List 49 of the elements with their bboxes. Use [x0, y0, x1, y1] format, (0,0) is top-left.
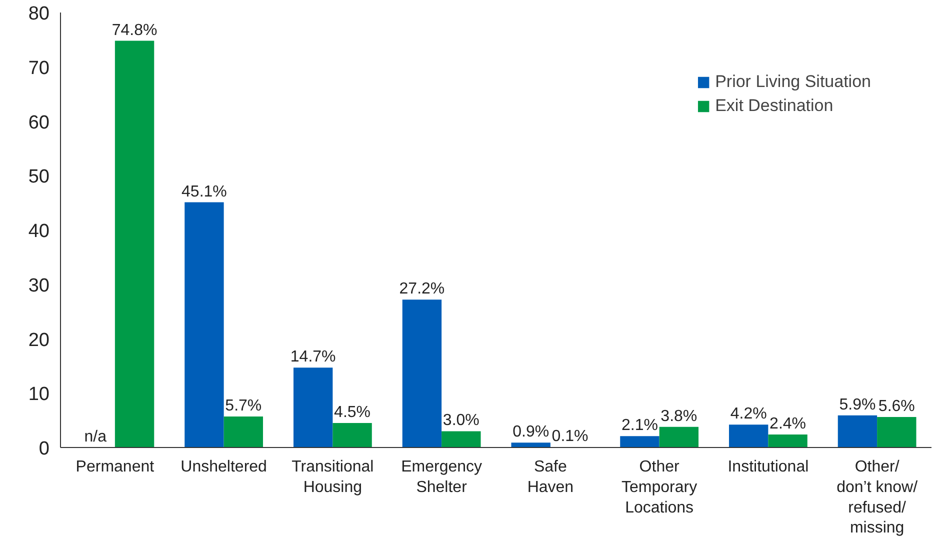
x-tick-label: Permanent	[76, 458, 155, 476]
x-tick-label: Other/ don’t know/ refused/ missing	[836, 458, 918, 537]
bar	[728, 424, 768, 448]
data-label: 0.1%	[552, 428, 588, 445]
data-label: 5.7%	[225, 398, 262, 415]
bar	[620, 436, 660, 448]
y-tick-label: 60	[28, 112, 50, 134]
bar	[293, 368, 333, 448]
data-label: 4.5%	[334, 404, 371, 422]
y-tick-label: 50	[28, 166, 50, 188]
bar	[838, 415, 878, 448]
data-label: 5.6%	[878, 398, 915, 416]
legend-label: Exit Destination	[715, 96, 834, 116]
data-label: 45.1%	[182, 183, 227, 200]
y-tick-label: 40	[28, 221, 50, 242]
data-label: 3.8%	[660, 408, 698, 425]
x-tick-label: Transitional Housing	[292, 458, 374, 496]
bar	[877, 417, 916, 448]
data-label: 0.9%	[512, 424, 550, 441]
legend-label: Prior Living Situation	[715, 72, 871, 92]
bar	[402, 300, 442, 448]
data-label: 14.7%	[290, 348, 336, 366]
x-tick-label: Safe Haven	[527, 458, 574, 496]
data-label: 74.8%	[112, 22, 158, 39]
bar	[332, 423, 372, 448]
bar	[184, 202, 224, 448]
bar	[442, 431, 481, 448]
y-tick-label: 0	[38, 438, 50, 460]
data-label: 5.9%	[839, 396, 876, 414]
data-label: 2.1%	[621, 417, 658, 434]
bar	[659, 426, 699, 448]
x-tick-label: Emergency Shelter	[401, 458, 482, 496]
data-label: 27.2%	[399, 280, 445, 298]
y-tick-label: 20	[28, 330, 50, 351]
x-tick-label: Institutional	[728, 458, 809, 476]
y-tick-label: 10	[28, 384, 50, 406]
data-label: 3.0%	[442, 412, 480, 430]
y-tick-label: 30	[28, 275, 50, 296]
text: n/a	[84, 428, 106, 446]
y-tick-label: 80	[28, 4, 50, 24]
bar	[224, 416, 264, 448]
x-tick-label: Other Temporary Locations	[622, 458, 698, 516]
data-label: 2.4%	[770, 415, 806, 432]
y-tick-label: 70	[28, 58, 50, 79]
data-label: 4.2%	[730, 406, 767, 423]
bar	[511, 442, 550, 448]
bar	[114, 40, 154, 448]
bar	[768, 434, 808, 448]
x-tick-label: Unsheltered	[180, 458, 267, 476]
